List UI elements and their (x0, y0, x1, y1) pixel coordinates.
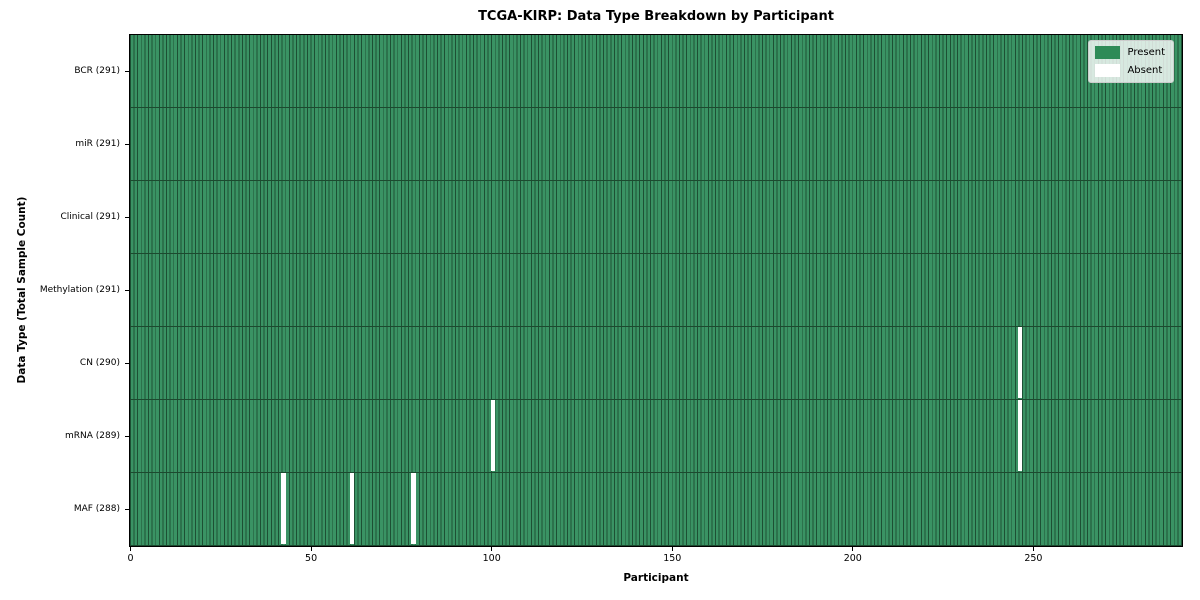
x-tick-mark (852, 547, 854, 551)
y-tick-mark (124, 435, 129, 437)
heatmap-row-methylation (130, 254, 1182, 327)
y-tick-label: Methylation (291) (39, 285, 120, 295)
x-tick-mark (671, 547, 673, 551)
legend-item-present: Present (1095, 46, 1165, 59)
x-tick-label: 50 (305, 553, 318, 564)
y-tick-label: MAF (288) (73, 503, 120, 514)
y-tick-label: CN (290) (79, 357, 120, 368)
x-tick-mark (310, 547, 312, 551)
y-tick-label: Clinical (291) (60, 212, 120, 223)
x-tick-label: 100 (482, 553, 501, 564)
legend: Present Absent (1088, 40, 1174, 83)
y-tick-label: miR (291) (75, 139, 120, 150)
x-axis-label: Participant (623, 572, 689, 584)
y-tick-mark (124, 217, 129, 219)
x-tick-mark (1032, 547, 1034, 551)
y-tick-mark (124, 508, 129, 510)
x-tick-label: 150 (663, 553, 682, 564)
heatmap-row-clinical (130, 181, 1182, 254)
legend-item-absent: Absent (1095, 64, 1165, 77)
absent-bar (490, 400, 496, 472)
absent-bar (1018, 327, 1023, 399)
legend-absent-label: Absent (1127, 65, 1163, 76)
heatmap-plot: Present Absent (129, 34, 1183, 547)
x-tick-mark (491, 547, 493, 551)
absent-bar (411, 473, 416, 544)
x-tick-label: 200 (843, 553, 862, 564)
heatmap-row-mir (130, 108, 1182, 181)
x-tick-label: 250 (1024, 553, 1043, 564)
heatmap-rows (130, 35, 1182, 546)
y-tick-mark (124, 71, 129, 73)
x-tick-mark (129, 547, 132, 551)
heatmap-row-maf (130, 473, 1182, 546)
heatmap-row-bcr (130, 35, 1182, 108)
legend-present-label: Present (1127, 47, 1165, 58)
absent-bar (349, 473, 355, 544)
chart-title: TCGA-KIRP: Data Type Breakdown by Partic… (478, 9, 834, 24)
absent-swatch (1095, 64, 1121, 77)
x-tick-label: 0 (127, 553, 134, 564)
heatmap-row-cn (130, 327, 1182, 400)
y-tick-mark (124, 289, 129, 292)
present-swatch (1095, 46, 1121, 59)
y-tick-mark (124, 362, 129, 364)
absent-bar (1018, 400, 1023, 472)
y-tick-label: BCR (291) (74, 66, 120, 77)
heatmap-row-mrna (130, 400, 1182, 473)
absent-bar (281, 473, 286, 544)
y-tick-mark (124, 144, 129, 146)
y-tick-label: mRNA (289) (65, 430, 120, 441)
